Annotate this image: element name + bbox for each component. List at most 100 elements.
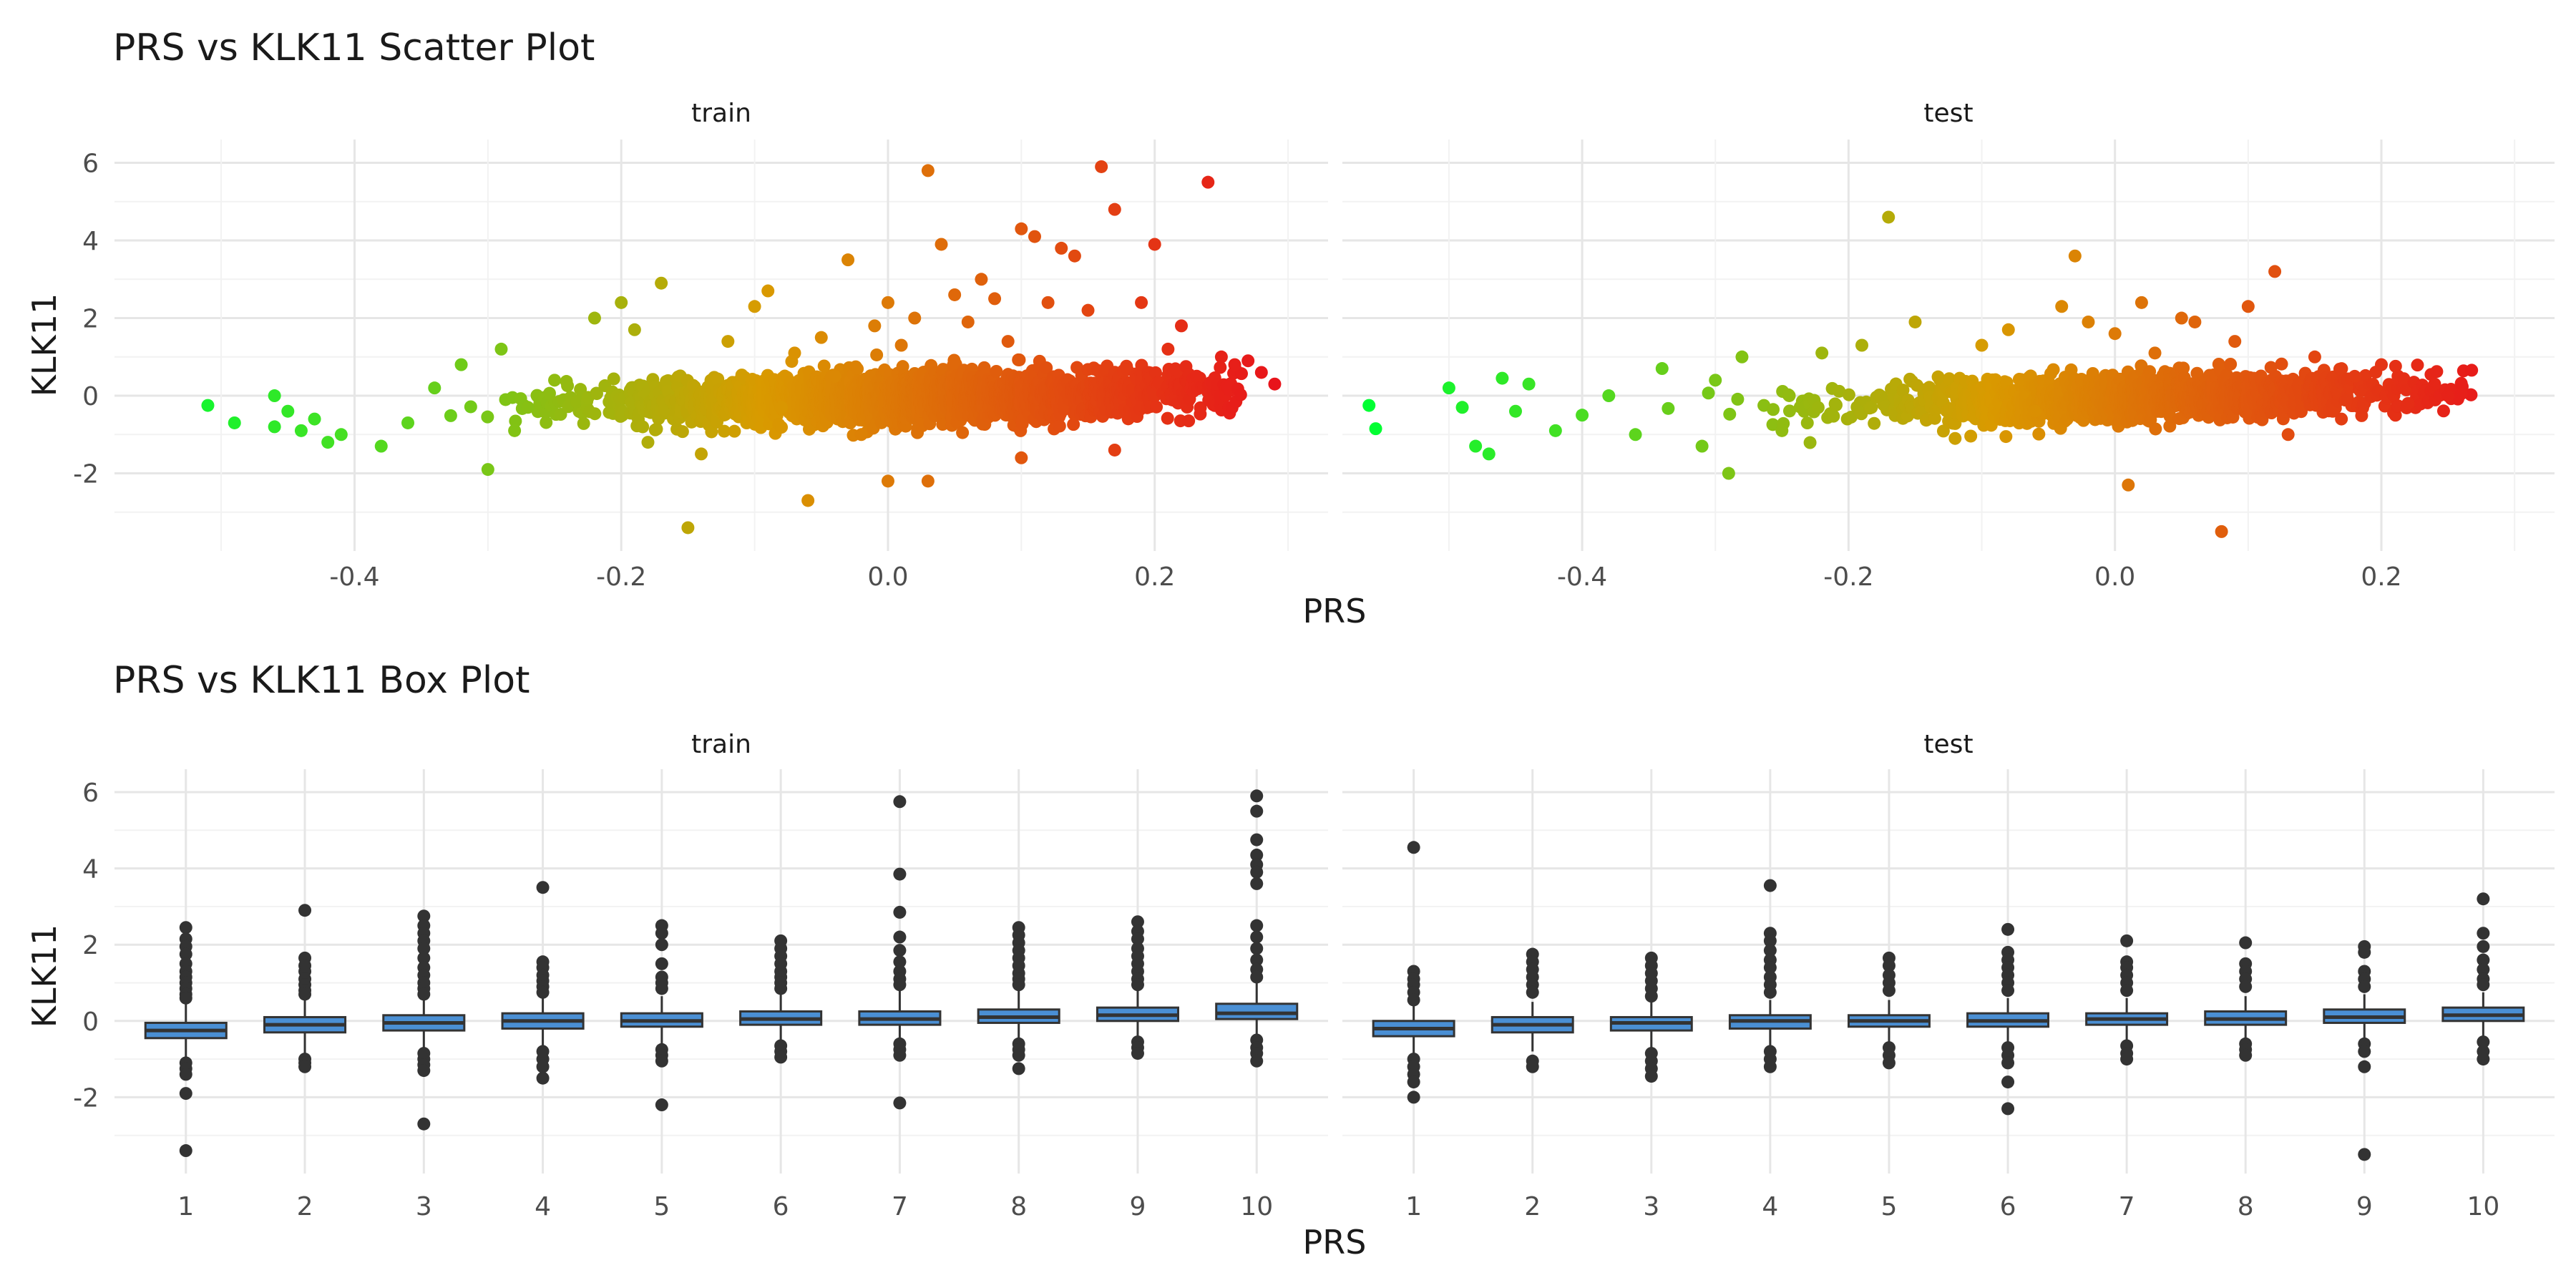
scatter-panel-train: train -0.4 -0.2 0.0 0.2 -2 0 2 4 6 <box>73 99 1328 592</box>
scatter-point <box>2068 249 2082 263</box>
outlier-point <box>1250 789 1264 803</box>
outlier-point <box>893 930 907 944</box>
scatter-point <box>748 300 761 313</box>
box-6 <box>1966 922 2050 1116</box>
scatter-point <box>615 296 628 309</box>
scatter-point <box>1013 353 1026 366</box>
scatter-point <box>508 424 522 437</box>
x-tick-label: 7 <box>2119 1192 2135 1221</box>
scatter-point <box>590 387 603 401</box>
scatter-point <box>1135 296 1148 309</box>
x-tick-label: 4 <box>1762 1192 1778 1221</box>
scatter-point <box>1001 335 1015 348</box>
scatter-point <box>268 389 281 403</box>
scatter-point <box>521 401 535 414</box>
outlier-point <box>298 1060 312 1073</box>
box-5 <box>620 919 703 1112</box>
outlier-point <box>179 1144 192 1158</box>
box-1 <box>144 921 228 1158</box>
scatter-point <box>588 407 602 421</box>
scatter-point <box>1028 230 1041 243</box>
scatter-point <box>1241 354 1255 368</box>
outlier-point <box>1131 915 1144 929</box>
box-7 <box>858 795 942 1110</box>
scatter-point <box>1194 401 1207 414</box>
scatter-point <box>2188 315 2202 328</box>
x-tick-label: 5 <box>653 1192 670 1221</box>
facet-strip-label: test <box>1923 99 1973 128</box>
outlier-point <box>893 944 907 957</box>
scatter-point <box>2241 300 2255 313</box>
scatter-point <box>1782 389 1796 402</box>
scatter-point <box>1214 350 1228 364</box>
outlier-point <box>2239 1048 2253 1062</box>
scatter-point <box>655 276 668 290</box>
scatter-point <box>1496 371 1509 385</box>
outlier-point <box>893 795 907 809</box>
outlier-point <box>2001 984 2015 997</box>
outlier-point <box>298 904 312 917</box>
scatter-point <box>948 288 962 301</box>
scatter-point <box>1174 319 1188 333</box>
scatter-point <box>1469 439 1483 453</box>
scatter-point <box>542 386 556 400</box>
scatter-point <box>1576 409 1589 422</box>
scatter-point <box>268 420 281 434</box>
outlier-point <box>655 1054 668 1068</box>
plots-layer: train -0.4 -0.2 0.0 0.2 -2 0 2 4 6 test -0.4 -0.2 0.0… <box>25 99 2555 1262</box>
scatter-point <box>1254 366 1268 379</box>
outlier-point <box>1250 877 1264 890</box>
y-tick-label: 2 <box>82 931 99 960</box>
scatter-point <box>854 428 868 441</box>
y-tick-label: 6 <box>82 779 99 808</box>
facet-strip-label: train <box>691 730 751 759</box>
x-tick-label: 9 <box>2356 1192 2373 1221</box>
y-tick-label: -2 <box>73 460 99 489</box>
box-10 <box>2441 892 2525 1066</box>
scatter-point <box>935 238 948 251</box>
scatter-point <box>2032 427 2046 441</box>
scatter-point <box>990 364 1003 378</box>
outlier-point <box>893 978 907 992</box>
box-plot-title: PRS vs KLK11 Box Plot <box>113 659 530 702</box>
x-tick-label: 9 <box>1130 1192 1146 1221</box>
scatter-point <box>761 284 775 298</box>
x-tick-label: 2 <box>1524 1192 1541 1221</box>
scatter-point <box>628 323 641 336</box>
scatter-point <box>444 409 457 422</box>
scatter-point <box>1975 338 1989 352</box>
scatter-point <box>2465 364 2479 377</box>
scatter-point <box>881 474 894 488</box>
scatter-point <box>1161 342 1175 356</box>
box-10 <box>1215 789 1299 1068</box>
scatter-point <box>2281 428 2295 441</box>
scatter-point <box>2441 389 2455 403</box>
outlier-point <box>2239 980 2253 993</box>
scatter-point <box>775 421 789 434</box>
box-8 <box>2204 936 2288 1062</box>
x-tick-label: -0.4 <box>1557 562 1607 592</box>
scatter-point <box>1767 403 1780 416</box>
scatter-point <box>201 399 215 412</box>
outlier-point <box>179 991 192 1005</box>
outlier-point <box>2477 1053 2490 1066</box>
x-tick-label: 10 <box>1240 1192 1273 1221</box>
x-tick-label: 3 <box>416 1192 432 1221</box>
scatter-point <box>1161 411 1174 425</box>
scatter-point <box>509 414 522 428</box>
scatter-point <box>1095 160 1108 173</box>
scatter-point <box>1509 404 1522 418</box>
scatter-point <box>2397 372 2411 386</box>
scatter-point <box>2335 412 2348 426</box>
scatter-point <box>2046 363 2060 376</box>
outlier-point <box>1012 1062 1025 1075</box>
scatter-point <box>721 335 735 348</box>
x-tick-label: -0.4 <box>329 562 379 592</box>
scatter-point <box>481 410 494 424</box>
scatter-point <box>2001 323 2015 336</box>
outlier-point <box>2001 922 2015 936</box>
outlier-point <box>298 987 312 1001</box>
scatter-point <box>2055 300 2069 313</box>
scatter-point <box>2175 311 2188 325</box>
